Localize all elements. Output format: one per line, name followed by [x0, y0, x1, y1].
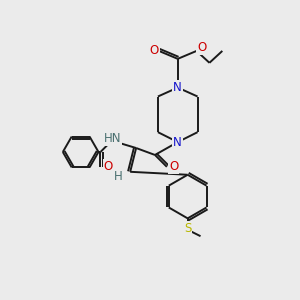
- Text: S: S: [184, 222, 191, 235]
- Text: HN: HN: [103, 132, 121, 145]
- Text: O: O: [104, 160, 113, 173]
- Text: O: O: [197, 41, 206, 55]
- Text: N: N: [173, 136, 182, 148]
- Text: N: N: [173, 81, 182, 94]
- Text: O: O: [169, 160, 178, 173]
- Text: O: O: [149, 44, 159, 57]
- Text: H: H: [114, 170, 123, 183]
